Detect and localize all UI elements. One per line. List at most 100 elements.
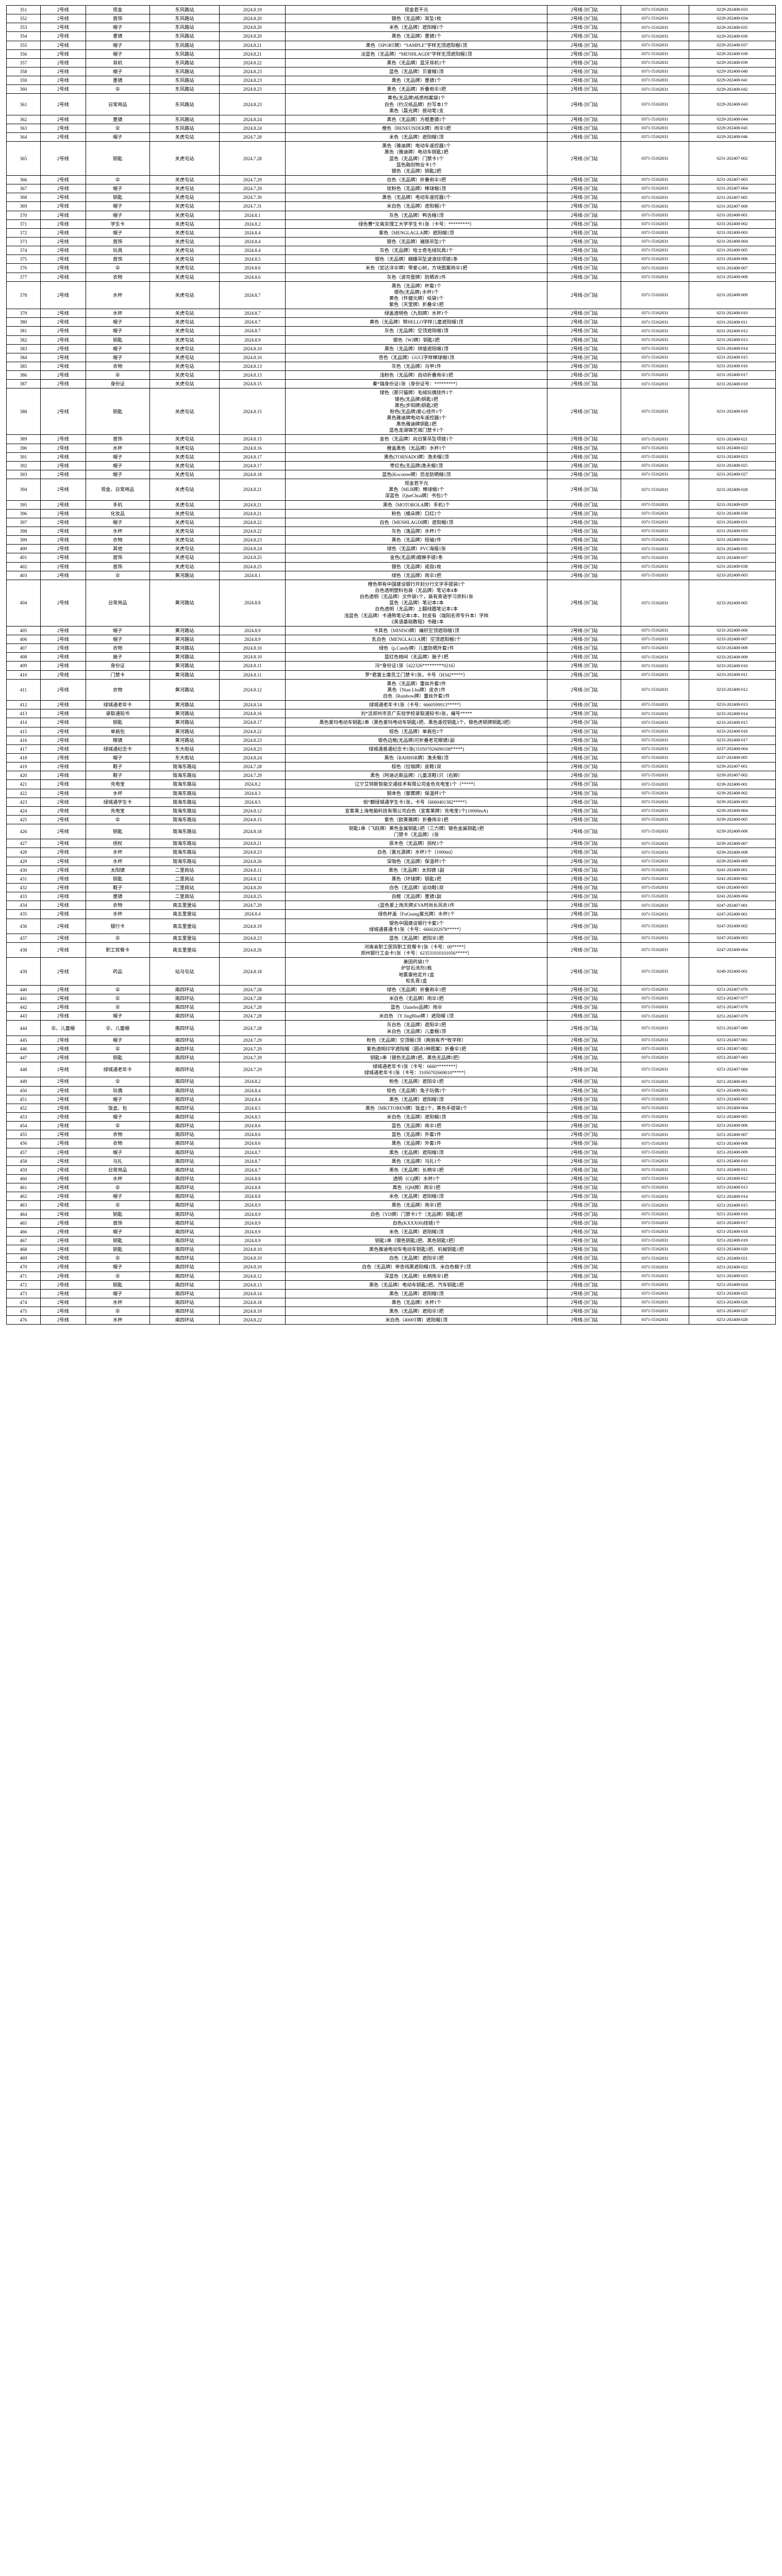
row-line: 2号线 xyxy=(40,326,86,336)
row-description: 黑色（RAHHSR牌）渔夫帽1顶 xyxy=(285,753,548,763)
row-line: 2号线 xyxy=(40,1235,86,1246)
row-station: 东风路站 xyxy=(149,40,220,50)
row-register-no: 0231-202407-003 xyxy=(688,175,776,185)
row-station: 关虎屯站 xyxy=(149,255,220,264)
row-date: 2024.7.29 xyxy=(219,1062,286,1078)
row-description: 美团药袋1个 炉甘石洗剂1瓶 地氯雷他定片1盒 松乳膏1盒 xyxy=(285,957,548,986)
row-date: 2024.7.29 xyxy=(219,175,286,185)
table-row: 415 2号线 单肩包 黄河路站 2024.8.22 棕色（无品牌）单肩包1个 2号线-沙门… xyxy=(6,726,776,736)
row-telephone: 0371-55162031 xyxy=(621,1121,689,1131)
row-line: 2号线 xyxy=(40,771,86,781)
row-line: 2号线 xyxy=(40,579,86,626)
row-register-no: 0247-202408-003 xyxy=(688,933,776,943)
row-telephone: 0371-55162031 xyxy=(621,933,689,943)
row-register-no: 0229-202408-045 xyxy=(688,123,776,133)
row-type: 银行卡 xyxy=(85,918,150,934)
table-row: 476 2号线 水杯 南四环站 2024.8.22 米白色（4000T牌）遮阳帽1顶 2号线… xyxy=(6,1315,776,1325)
row-telephone: 0371-55162031 xyxy=(621,370,689,380)
row-line: 2号线 xyxy=(40,788,86,798)
row-line: 2号线 xyxy=(40,1103,86,1113)
row-date: 2024.8.25 xyxy=(219,553,286,563)
row-register-no: 0231-202408-001 xyxy=(688,210,776,220)
row-register-no: 0231-202408-019 xyxy=(688,388,776,435)
row-register-no: 0247-202408-004 xyxy=(688,942,776,958)
row-description: 黑色（MKTTOBEN牌）饭盒1个，黄色手提袋1个 xyxy=(285,1103,548,1113)
row-type: 日常用品 xyxy=(85,579,150,626)
row-type: 帽子 xyxy=(85,344,150,353)
row-description: 米色（无品牌）遮阳帽1个 xyxy=(285,23,548,32)
row-keeping-station: 2号线-沙门站 xyxy=(547,93,622,115)
row-description: 黑色（环球牌）钥匙1把 xyxy=(285,874,548,884)
row-telephone: 0371-55162031 xyxy=(621,709,689,719)
row-line: 2号线 xyxy=(40,1156,86,1166)
row-description: 白色（YD牌）门禁卡1个（无品牌）钥匙1把 xyxy=(285,1209,548,1219)
table-row: 357 2号线 耳机 东风路站 2024.8.22 黑色（无品牌）蓝牙耳机1个 2号线-沙门… xyxy=(6,58,776,67)
row-description: 绿盖透明色（九阳牌）水杯1个 xyxy=(285,309,548,318)
row-keeping-station: 2号线-沙门站 xyxy=(547,652,622,662)
row-type: 现金 xyxy=(85,5,150,15)
row-keeping-station: 2号线-沙门站 xyxy=(547,1053,622,1063)
row-date: 2024.7.29 xyxy=(219,1044,286,1054)
row-line: 2号线 xyxy=(40,479,86,501)
table-row: 456 2号线 衣物 南四环站 2024.8.6 黑色（无品牌）外套1件 2号线-沙门站 03… xyxy=(6,1139,776,1148)
row-line: 2号线 xyxy=(40,193,86,202)
row-telephone: 0371-55162031 xyxy=(621,1227,689,1236)
row-type: 帽子 xyxy=(85,1011,150,1021)
row-type: 伞 xyxy=(85,1307,150,1316)
row-date: 2024.8.2 xyxy=(219,779,286,789)
row-telephone: 0371-55162031 xyxy=(621,1289,689,1298)
row-station: 关虎屯站 xyxy=(149,344,220,353)
row-seq: 412 xyxy=(6,700,41,710)
row-description: 橙盖黑色（无品牌）水杯1个 xyxy=(285,443,548,453)
row-seq: 363 xyxy=(6,123,41,133)
row-station: 南四环站 xyxy=(149,1192,220,1201)
row-type: 充电宝 xyxy=(85,779,150,789)
row-telephone: 0371-55162031 xyxy=(621,1165,689,1175)
row-register-no: 0229-202408-044 xyxy=(688,114,776,124)
row-telephone: 0371-55162031 xyxy=(621,918,689,934)
row-telephone: 0371-55162031 xyxy=(621,771,689,781)
row-keeping-station: 2号线-沙门站 xyxy=(547,272,622,282)
row-type: 帽子 xyxy=(85,132,150,142)
row-date: 2024.8.4 xyxy=(219,909,286,919)
table-row: 440 2号线伞南四环站 2024.7.28 绿色（无品牌）折叠雨伞1把 2号线-沙门站… xyxy=(6,985,776,995)
row-seq: 411 xyxy=(6,679,41,701)
row-type: 伞 xyxy=(85,1003,150,1012)
row-line: 2号线 xyxy=(40,272,86,282)
row-seq: 400 xyxy=(6,544,41,554)
row-line: 2号线 xyxy=(40,132,86,142)
row-description: 橙色（BENEUNDER牌）雨伞1把 xyxy=(285,123,548,133)
row-type: 帽子 xyxy=(85,317,150,327)
table-row: 394 2号线 现金、日常用品 关虎屯站 2024.8.21 现金若干元 黑色（MLB牌）… xyxy=(6,479,776,501)
row-date: 2024.8.23 xyxy=(219,933,286,943)
row-keeping-station: 2号线-沙门站 xyxy=(547,892,622,902)
row-type: 水杯 xyxy=(85,909,150,919)
row-line: 2号线 xyxy=(40,114,86,124)
row-seq: 474 xyxy=(6,1297,41,1308)
row-seq: 392 xyxy=(6,461,41,471)
row-line: 2号线 xyxy=(40,228,86,238)
row-description: 黑色（无品牌）方框墨镜1个 xyxy=(285,114,548,124)
row-register-no: 0233-202408-014 xyxy=(688,709,776,719)
row-station: 南四环站 xyxy=(149,1209,220,1219)
row-description: 绿色（那只猫牌）毛绒玩偶挂件1个 银色(无品牌)钥匙1把 黑色(步阳牌)钥匙2把… xyxy=(285,388,548,435)
row-station: 关虎屯站 xyxy=(149,544,220,554)
table-row: 352 2号线 首饰 东风路站 2024.8.20 银色（无品牌）耳坠1枚 2号线-沙门站 0… xyxy=(6,14,776,24)
row-type: 钥匙 xyxy=(85,1053,150,1063)
row-keeping-station: 2号线-沙门站 xyxy=(547,141,622,176)
table-row: 412 2号线 绿城通老年卡 黄河路站 2024.8.14 绿城通老年卡1张（卡号：666… xyxy=(6,700,776,710)
row-keeping-station: 2号线-沙门站 xyxy=(547,762,622,772)
row-keeping-station: 2号线-沙门站 xyxy=(547,1280,622,1290)
table-row: 472 2号线 钥匙 南四环站 2024.8.13 黑色（无品牌）电动车钥匙1把、汽车钥匙… xyxy=(6,1280,776,1290)
row-seq: 433 xyxy=(6,892,41,902)
row-telephone: 0371-55162031 xyxy=(621,132,689,142)
row-keeping-station: 2号线-沙门站 xyxy=(547,718,622,727)
row-description: 黑色（无品牌）遮阳帽1顶 xyxy=(285,1147,548,1157)
row-type: 帽子 xyxy=(85,753,150,763)
row-line: 2号线 xyxy=(40,933,86,943)
table-row: 401 2号线 首饰 关虎屯站 2024.8.25 金色(无品牌)貔貅手链1条 2号线-沙门… xyxy=(6,553,776,563)
row-register-no: 0233-202408-010 xyxy=(688,661,776,671)
row-date: 2024.7.28 xyxy=(219,141,286,176)
row-line: 2号线 xyxy=(40,1245,86,1255)
row-register-no: 0239-202408-006 xyxy=(688,824,776,840)
